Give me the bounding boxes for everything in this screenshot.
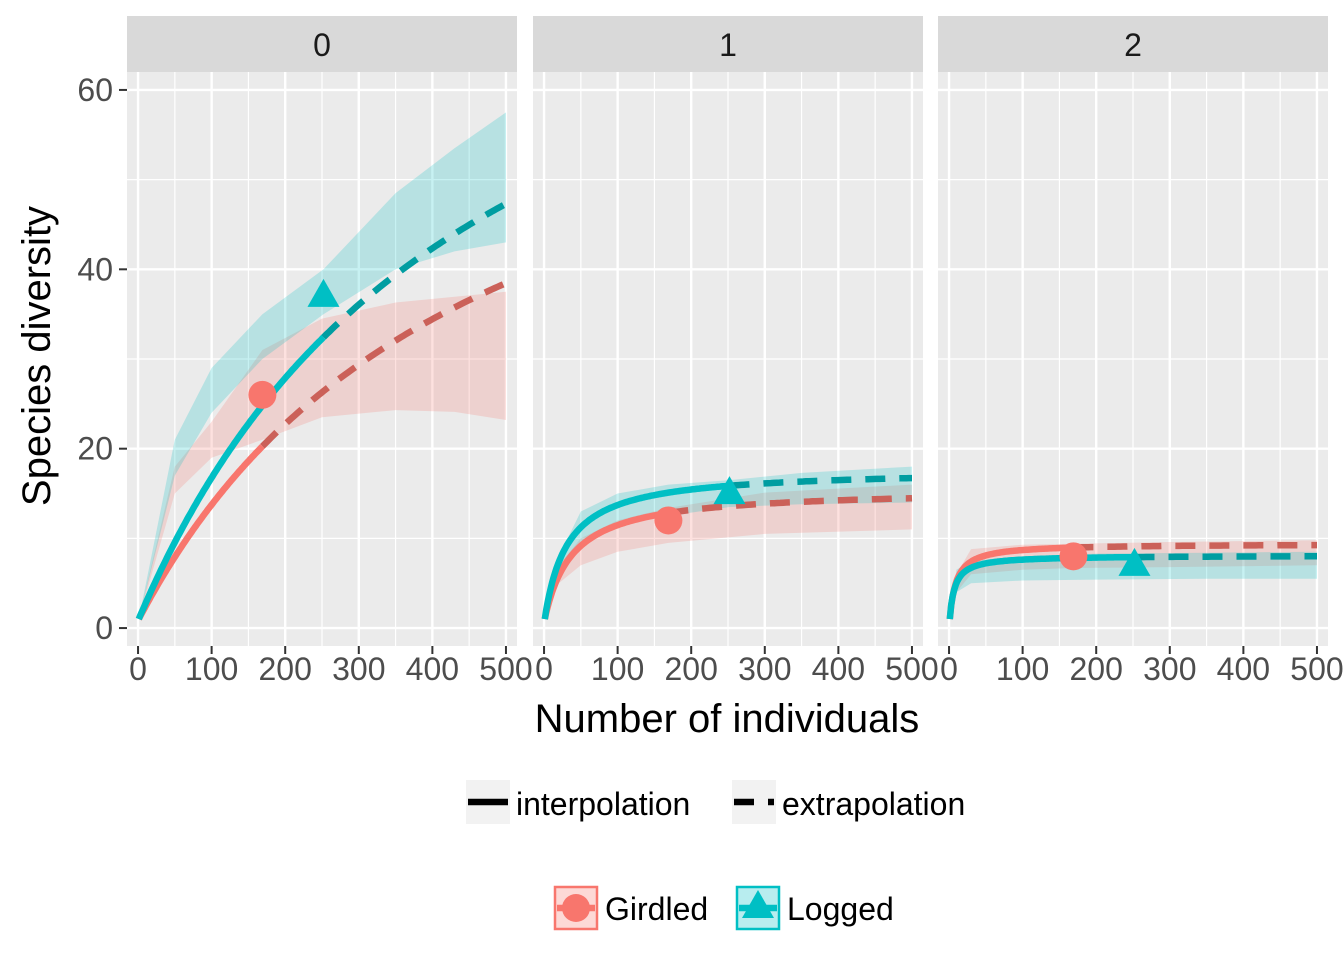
ci-band-logged [544, 466, 912, 620]
x-tick-label: 400 [812, 651, 865, 687]
facet-strip [938, 16, 1328, 72]
observed-point-logged [713, 476, 746, 505]
interpolation-line-girdled [946, 544, 1076, 620]
facet-panels: 0 1 2 [127, 16, 1328, 646]
interpolation-line-logged [541, 482, 732, 620]
x-tick-label: 100 [996, 651, 1049, 687]
axes: Number of individuals Species diversity … [15, 72, 1344, 741]
facet-panel-2: 2 [938, 16, 1328, 646]
facet-strip [127, 16, 517, 72]
legend-marker-girdled [562, 894, 590, 922]
ci-band-logged [138, 112, 507, 620]
x-tick-label: 500 [479, 651, 532, 687]
y-tick-label: 40 [77, 251, 113, 287]
x-tick-label: 300 [332, 651, 385, 687]
facet-strip-label: 2 [1124, 27, 1142, 63]
extrapolation-line-girdled [1073, 541, 1317, 551]
interpolation-line-logged [135, 334, 326, 621]
interpolation-line-girdled [135, 444, 265, 621]
observed-point-logged [307, 278, 340, 307]
legend-label-extrapolation: extrapolation [782, 786, 965, 822]
legend-linetype: interpolation extrapolation [466, 780, 965, 824]
legend-marker-logged [742, 890, 774, 918]
x-tick-label: 200 [259, 651, 312, 687]
extrapolation-line-girdled [667, 494, 913, 517]
interpolation-line-girdled [541, 509, 671, 620]
x-tick-label: 100 [591, 651, 644, 687]
extrapolation-line-logged [729, 474, 912, 490]
legend-label-girdled: Girdled [605, 891, 708, 927]
x-tick-label: 300 [1143, 651, 1196, 687]
x-tick-label: 300 [738, 651, 791, 687]
x-tick-label: 200 [1070, 651, 1123, 687]
x-tick-label: 200 [665, 651, 718, 687]
y-tick-label: 20 [77, 431, 113, 467]
x-tick-label: 500 [1290, 651, 1343, 687]
x-tick-label: 500 [885, 651, 938, 687]
observed-point-logged [1118, 547, 1151, 576]
facet-strip [533, 16, 923, 72]
extrapolation-line-logged [1134, 553, 1317, 561]
y-axis-title: Species diversity [15, 206, 59, 506]
x-tick-label: 0 [535, 651, 553, 687]
facet-strip-label: 1 [719, 27, 737, 63]
facet-panel-1: 1 [533, 16, 923, 646]
x-tick-label: 100 [185, 651, 238, 687]
observed-point-girdled [654, 506, 683, 535]
y-tick-label: 0 [95, 610, 113, 646]
x-tick-label: 0 [940, 651, 958, 687]
x-tick-label: 0 [129, 651, 147, 687]
legend-label-interpolation: interpolation [516, 786, 690, 822]
ci-band-logged [949, 551, 1317, 620]
x-axis-title: Number of individuals [535, 697, 920, 741]
y-tick-label: 60 [77, 72, 113, 108]
extrapolation-line-logged [321, 200, 508, 340]
extrapolation-line-girdled [260, 280, 508, 449]
legend-group: Girdled Logged [553, 885, 894, 931]
x-tick-label: 400 [406, 651, 459, 687]
legend-label-logged: Logged [787, 891, 894, 927]
interpolation-line-logged [946, 553, 1137, 620]
ci-band-girdled [138, 291, 507, 620]
x-tick-label: 400 [1217, 651, 1270, 687]
facet-panel-0: 0 [127, 16, 517, 646]
observed-point-girdled [248, 380, 277, 409]
observed-point-girdled [1059, 542, 1088, 571]
facet-strip-label: 0 [313, 27, 331, 63]
